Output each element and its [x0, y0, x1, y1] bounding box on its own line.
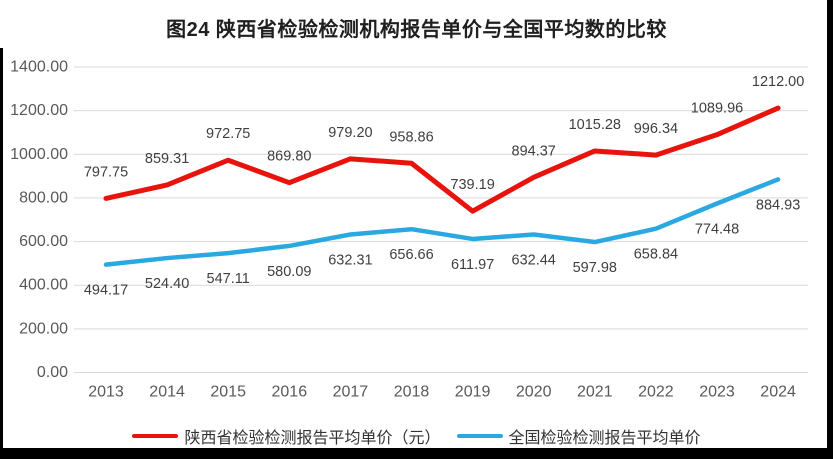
legend-label-national: 全国检验检测报告平均单价 [508, 430, 701, 447]
data-label-series-1: 632.44 [512, 252, 556, 268]
chart-title: 图24 陕西省检验检测机构报告单价与全国平均数的比较 [166, 19, 667, 41]
data-label-series-1: 494.17 [84, 283, 128, 299]
x-tick-label: 2020 [516, 384, 552, 401]
y-tick-label: 400.00 [19, 277, 68, 294]
data-label-series-0: 979.20 [328, 125, 372, 141]
x-tick-label: 2023 [699, 384, 735, 401]
x-tick-label: 2021 [577, 384, 613, 401]
y-tick-label: 200.00 [19, 320, 68, 337]
data-label-series-0: 1015.28 [569, 117, 621, 133]
y-tick-label: 800.00 [19, 189, 68, 206]
chart-legend: 陕西省检验检测报告平均单价（元） 全国检验检测报告平均单价 [0, 424, 833, 448]
x-tick-label: 2017 [333, 384, 369, 401]
x-tick-label: 2013 [88, 384, 124, 401]
data-label-series-0: 797.75 [84, 164, 128, 180]
legend-item-shaanxi: 陕西省检验检测报告平均单价（元） [132, 424, 441, 448]
x-tick-label: 2015 [210, 384, 246, 401]
data-label-series-1: 656.66 [389, 247, 433, 263]
data-label-series-1: 774.48 [695, 221, 739, 237]
data-label-series-1: 884.93 [756, 197, 800, 213]
data-label-series-1: 547.11 [207, 271, 250, 287]
legend-item-national: 全国检验检测报告平均单价 [456, 424, 701, 448]
data-label-series-0: 1212.00 [752, 74, 804, 90]
y-tick-label: 1000.00 [10, 146, 68, 163]
data-label-series-0: 972.75 [206, 126, 250, 142]
data-label-series-0: 996.34 [634, 121, 678, 137]
data-label-series-0: 894.37 [512, 143, 556, 159]
series-line-1 [103, 177, 781, 267]
data-label-series-0: 869.80 [267, 149, 311, 165]
x-tick-label: 2016 [272, 384, 308, 401]
data-label-series-1: 597.98 [573, 260, 617, 276]
data-label-series-0: 859.31 [145, 151, 189, 167]
series-line-0 [103, 105, 781, 214]
frame-border-left [0, 48, 3, 459]
y-tick-label: 600.00 [19, 233, 68, 250]
legend-label-shaanxi: 陕西省检验检测报告平均单价（元） [184, 430, 441, 447]
data-label-series-1: 611.97 [451, 257, 494, 273]
data-label-series-0: 958.86 [389, 129, 433, 145]
x-tick-label: 2022 [638, 384, 674, 401]
legend-line-blue-icon [456, 434, 503, 438]
frame-border-right [827, 0, 833, 459]
data-label-series-0: 739.19 [450, 177, 494, 193]
data-label-series-1: 632.31 [328, 253, 372, 269]
frame-border-bottom [0, 448, 833, 459]
x-tick-label: 2019 [455, 384, 491, 401]
data-label-series-1: 658.84 [634, 247, 678, 263]
y-tick-label: 1400.00 [10, 59, 68, 76]
legend-line-red-icon [132, 434, 179, 438]
y-tick-label: 0.00 [37, 364, 68, 381]
x-tick-label: 2018 [394, 384, 430, 401]
x-tick-label: 2014 [149, 384, 185, 401]
data-label-series-1: 524.40 [145, 276, 189, 292]
data-label-series-1: 580.09 [267, 264, 311, 280]
x-tick-label: 2024 [760, 384, 796, 401]
y-tick-label: 1200.00 [10, 102, 68, 119]
data-label-series-0: 1089.96 [691, 101, 743, 117]
